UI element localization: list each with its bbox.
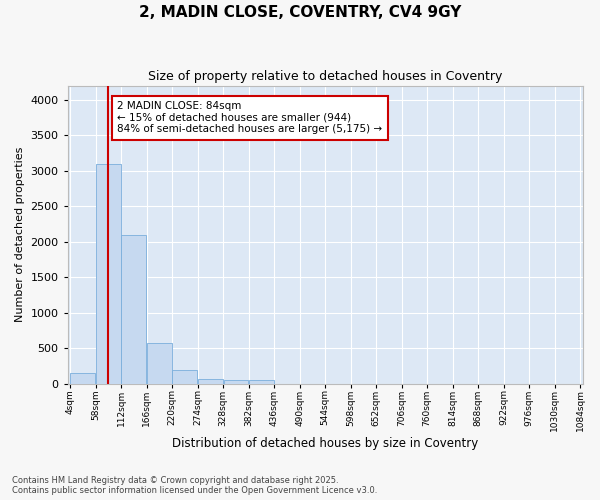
- Text: 2 MADIN CLOSE: 84sqm
← 15% of detached houses are smaller (944)
84% of semi-deta: 2 MADIN CLOSE: 84sqm ← 15% of detached h…: [118, 101, 382, 134]
- Bar: [96, 164, 121, 384]
- Bar: [147, 342, 172, 384]
- Bar: [224, 380, 248, 384]
- Bar: [198, 379, 223, 384]
- Title: Size of property relative to detached houses in Coventry: Size of property relative to detached ho…: [148, 70, 502, 83]
- Bar: [70, 373, 95, 384]
- Text: Contains HM Land Registry data © Crown copyright and database right 2025.
Contai: Contains HM Land Registry data © Crown c…: [12, 476, 377, 495]
- Bar: [121, 234, 146, 384]
- Y-axis label: Number of detached properties: Number of detached properties: [15, 147, 25, 322]
- Text: 2, MADIN CLOSE, COVENTRY, CV4 9GY: 2, MADIN CLOSE, COVENTRY, CV4 9GY: [139, 5, 461, 20]
- Bar: [172, 370, 197, 384]
- Bar: [249, 380, 274, 384]
- X-axis label: Distribution of detached houses by size in Coventry: Distribution of detached houses by size …: [172, 437, 478, 450]
